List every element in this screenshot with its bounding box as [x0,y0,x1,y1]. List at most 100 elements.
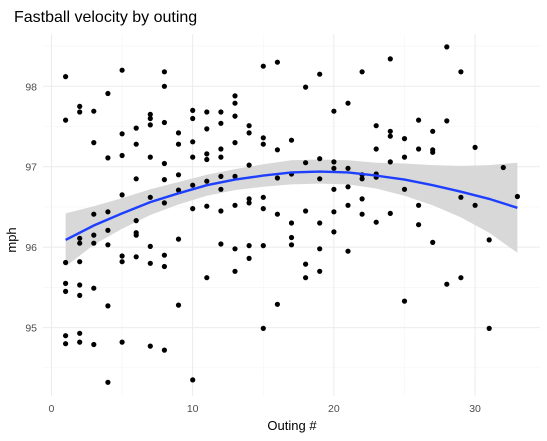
data-point [387,128,393,134]
data-point [204,151,210,157]
data-point [514,193,521,200]
data-point [359,69,365,75]
data-point [190,115,196,122]
data-point [373,123,379,129]
data-point [444,118,450,124]
data-point [77,339,83,345]
data-point [161,200,167,206]
data-point [416,202,422,208]
data-point [359,176,365,182]
data-point [345,184,351,190]
confidence-band-layer [65,159,518,267]
data-point [430,128,436,134]
data-point [204,275,210,281]
chart-title: Fastball velocity by outing [14,9,197,26]
data-point [133,232,139,238]
data-point [218,208,224,214]
data-point [204,156,210,163]
data-point [63,117,69,123]
data-point [288,220,295,226]
data-point [190,377,196,383]
data-point [387,133,393,139]
data-point [246,255,252,261]
data-point [232,93,238,99]
data-point [204,203,210,209]
data-point [274,175,280,181]
data-point [232,268,238,274]
data-point [430,149,436,155]
data-point [63,74,69,80]
data-point [331,186,337,192]
data-point [260,63,266,69]
data-point [260,135,266,141]
data-point [218,146,224,152]
data-point [218,154,224,160]
data-point [288,137,295,143]
data-point [147,115,153,122]
data-point [387,159,393,165]
data-point [63,259,69,266]
data-point [77,282,83,288]
data-point [288,242,295,248]
data-point [331,229,337,235]
data-point [331,165,337,171]
x-tick-label: 30 [469,403,481,415]
data-point [359,211,365,217]
data-point [147,194,153,200]
data-point [317,220,323,226]
data-point [430,239,436,245]
x-axis-ticks: 0 10 20 30 [49,403,481,415]
data-point [147,111,153,117]
smooth-trend-line [65,170,518,241]
y-tick-label: 96 [25,242,37,254]
data-point [161,69,167,75]
data-point [317,71,323,77]
data-point [105,379,111,385]
data-point [63,288,69,294]
data-point [175,141,182,147]
data-point [303,160,309,166]
data-point [133,254,139,260]
data-point [246,123,252,129]
data-point [472,144,478,150]
data-point [133,176,139,182]
data-point [161,263,167,270]
data-point [63,280,69,286]
data-point [91,232,97,238]
data-point [175,172,182,178]
data-point [288,234,295,241]
data-point [317,268,323,274]
x-tick-label: 10 [187,403,199,415]
data-point [91,211,97,217]
data-point [317,156,323,162]
data-point [401,298,408,304]
data-point [274,211,280,217]
data-point [133,141,139,147]
x-tick-label: 20 [328,403,340,415]
data-point [458,275,464,281]
data-point [147,154,153,160]
data-point [303,275,309,281]
data-point [246,200,252,206]
data-point [119,192,125,198]
data-point [77,109,83,115]
data-point [303,208,309,214]
data-point [77,235,83,241]
data-point [105,242,111,248]
data-point [401,136,408,142]
data-point [91,108,97,114]
data-point [147,243,153,249]
points-layer [63,44,521,385]
data-point [232,173,238,179]
data-point [458,194,464,200]
data-point [486,325,492,331]
data-point [401,154,408,160]
smooth-line-layer [65,170,518,241]
data-point [232,246,238,252]
data-point [175,236,182,242]
data-point [91,341,97,348]
data-point [190,154,196,160]
data-point [161,83,167,89]
data-point [77,330,83,336]
data-point [63,341,69,347]
